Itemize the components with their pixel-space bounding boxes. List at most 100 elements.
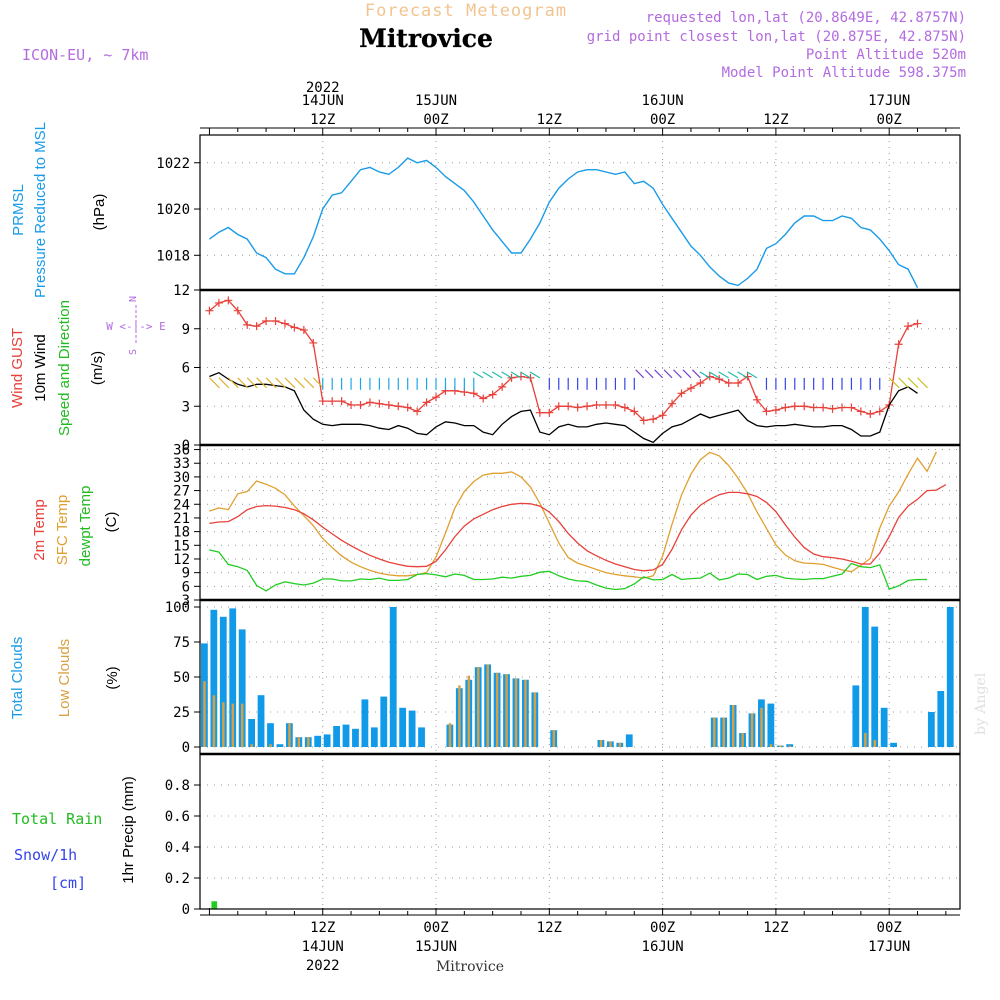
total-clouds-bar (267, 723, 274, 747)
low-clouds-bar (760, 707, 763, 747)
total-clouds-bar (937, 691, 945, 747)
low-clouds-bar (231, 703, 235, 747)
gust-marker (554, 402, 563, 411)
compass-s: S (128, 349, 139, 355)
low-clouds-bar (864, 733, 867, 747)
y-tick-label: 27 (173, 484, 190, 500)
gust-marker (696, 379, 705, 387)
y-tick-label: 0 (182, 438, 190, 454)
low-clouds-bar (505, 674, 508, 747)
total-clouds-bar (890, 742, 897, 747)
total-clouds-bar (323, 734, 331, 747)
gust-marker (290, 323, 299, 332)
y-tick-label: 3 (182, 399, 190, 415)
direction-arrow (237, 377, 249, 389)
gust-marker (243, 320, 252, 329)
y-tick-label: 0.4 (165, 840, 190, 856)
low-clouds-bar (448, 723, 452, 747)
total-clouds-bar (229, 608, 237, 747)
gust-marker (224, 296, 233, 305)
gust-marker (592, 400, 601, 409)
low-clouds-bar (486, 664, 489, 747)
total-clouds-bar (880, 707, 888, 747)
clouds-unit: (%) (104, 666, 121, 689)
gust-marker (866, 410, 875, 418)
t2m-label: 2m Temp (31, 499, 48, 560)
direction-arrow (708, 371, 720, 379)
y-tick-label: 100 (165, 600, 190, 616)
gust-marker (573, 403, 582, 412)
gust-marker (800, 402, 809, 411)
direction-arrow (673, 369, 682, 379)
direction-arrow (275, 377, 286, 389)
gust-marker (498, 382, 507, 391)
panel-2-background (200, 290, 960, 445)
gust-marker (847, 403, 856, 412)
gust-marker (403, 403, 412, 412)
top-time-label: 17JUN (868, 93, 910, 109)
gust-marker (668, 399, 677, 408)
low-clouds-bar (288, 723, 291, 747)
gust-marker (677, 389, 686, 398)
gust-marker (252, 322, 261, 331)
gust-marker (413, 407, 422, 416)
gust-line (208, 299, 918, 422)
low-clouds-bar (618, 742, 622, 747)
y-tick-label: 6 (182, 361, 190, 377)
y-tick-label: 0.2 (165, 871, 190, 887)
bottom-time-label: 12Z (537, 920, 562, 936)
total-clouds-label: Total Clouds (9, 637, 26, 720)
total-clouds-bar (408, 710, 416, 747)
bottom-time-label: 00Z (877, 920, 902, 936)
sfc-temp-line (209, 451, 937, 579)
snow-label: Snow/1h (14, 846, 77, 864)
total-clouds-bar (625, 734, 633, 747)
low-clouds-bar (495, 672, 499, 747)
gust-marker (375, 399, 384, 408)
bottom-time-label: 15JUN (415, 939, 457, 955)
direction-arrow (520, 371, 531, 379)
y-tick-label: 0.8 (165, 778, 190, 794)
direction-arrow (256, 377, 268, 389)
total-clouds-bar (767, 703, 775, 747)
total-clouds-bar (370, 727, 378, 747)
direction-label: Speed and Direction (56, 300, 73, 436)
direction-arrow (246, 377, 258, 389)
direction-arrow (654, 369, 664, 379)
gust-marker (904, 322, 913, 331)
low-clouds-bar (203, 681, 206, 747)
low-clouds-bar (873, 740, 877, 747)
low-clouds-bar (599, 740, 603, 747)
gust-marker (771, 406, 780, 415)
top-time-label: 00Z (650, 112, 675, 128)
low-clouds-bar (533, 692, 537, 747)
total-clouds-bar (342, 724, 350, 747)
y-tick-label: 3 (182, 593, 190, 609)
gust-marker (280, 319, 289, 328)
gust-marker (526, 373, 535, 382)
pressure-unit: (hPa) (91, 194, 108, 231)
gust-marker (394, 402, 403, 411)
sfc-temp-label: SFC Temp (54, 495, 71, 566)
bottom-time-label: 00Z (650, 920, 675, 936)
low-clouds-bar (769, 744, 773, 747)
low-clouds-bar (722, 717, 725, 747)
low-clouds-bar (458, 685, 461, 747)
gust-marker (535, 408, 544, 417)
gust-marker (649, 415, 658, 424)
gust-marker (271, 317, 280, 325)
low-clouds-bar (552, 730, 556, 747)
y-tick-label: 24 (173, 497, 190, 513)
total-clouds-bar (380, 696, 388, 747)
y-tick-label: 75 (173, 635, 190, 651)
total-clouds-bar (418, 727, 425, 747)
snow-unit: [cm] (50, 874, 86, 892)
direction-arrow (737, 371, 748, 379)
low-clouds-label: Low Clouds (56, 639, 73, 717)
y-tick-label: 0 (182, 740, 190, 756)
total-clouds-bar (361, 699, 369, 747)
gust-marker (233, 306, 242, 315)
gust-marker (894, 340, 903, 349)
top-time-label: 12Z (537, 112, 562, 128)
